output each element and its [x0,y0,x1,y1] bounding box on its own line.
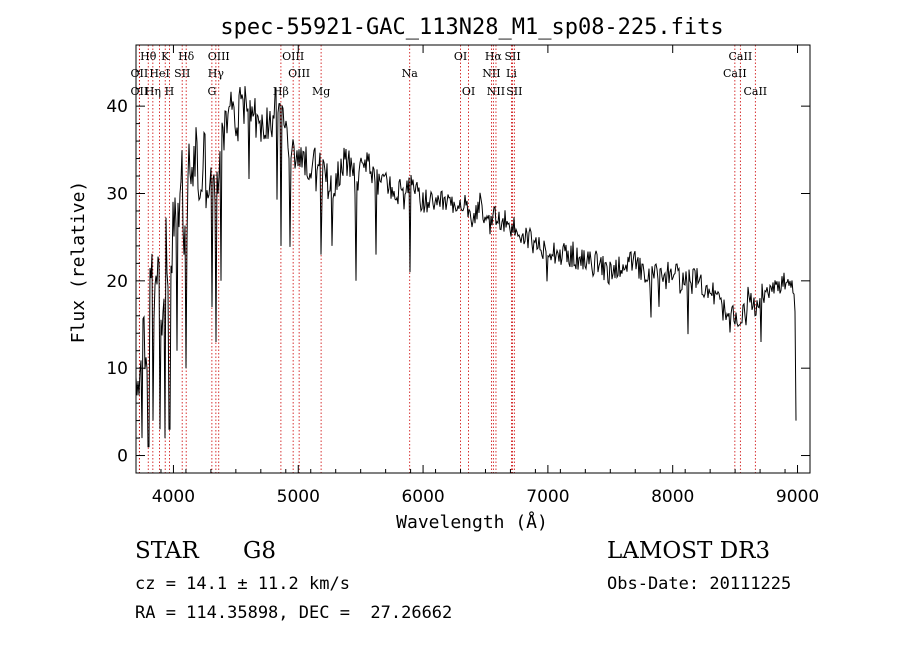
spectral-line-label: SII [174,67,190,80]
spectral-line-label: Hη [145,85,161,98]
spectral-line-label: Hθ [140,50,157,63]
x-axis-label: Wavelength (Å) [396,511,548,533]
spectral-line-label: SII [506,85,522,98]
spectrum-line [135,86,797,448]
object-subclass: G8 [243,538,277,564]
spectral-line-label: Hδ [178,50,195,63]
spectrum-series [135,86,797,448]
y-tick-label: 20 [106,272,128,292]
spectral-line-label: CaII [743,85,767,98]
spectral-line-label: CaII [723,67,747,80]
x-tick-label: 6000 [401,487,444,507]
coordinates: RA = 114.35898, DEC = 27.26662 [135,603,453,623]
spectral-line-label: Hα [485,50,503,63]
spectral-line-label: OII [131,85,149,98]
chart-title: spec-55921-GAC_113N28_M1_sp08-225.fits [220,15,723,40]
spectral-line-label: CaII [729,50,753,63]
survey-name: LAMOST DR3 [607,538,771,564]
spectral-line-label: Hβ [273,85,289,98]
y-tick-label: 10 [106,359,128,379]
x-tick-label: 8000 [651,487,694,507]
spectral-line-label: Mg [312,85,330,98]
spectral-line-label: Na [402,67,419,80]
x-tick-label: 5000 [277,487,320,507]
y-axis-label: Flux (relative) [68,181,89,344]
x-tick-label: 7000 [526,487,569,507]
spectral-line-label: Hγ [208,67,225,80]
spectral-line-label: H [165,85,175,98]
spectral-line-label: OI [454,50,467,63]
object-class: STAR [135,538,199,564]
spectral-line-label: K [161,50,170,63]
x-tick-label: 4000 [152,487,195,507]
spectral-line-label: SII [504,50,520,63]
spectral-line-label: OIII [288,67,310,80]
x-tick-label: 9000 [776,487,819,507]
spectral-line-label: NII [482,67,500,80]
plot-frame [135,44,811,474]
spectral-line-label: G [207,85,216,98]
y-tick-label: 30 [106,184,128,204]
redshift-info: cz = 14.1 ± 11.2 km/s [135,574,350,594]
spectral-line-label: NII [487,85,505,98]
spectral-line-label: HeI [149,67,169,80]
observation-date: Obs-Date: 20111225 [607,574,792,594]
spectral-line-label: OI [462,85,475,98]
spectral-line-label: OII [131,67,149,80]
spectral-line-label: OIII [282,50,304,63]
spectral-line-label: OIII [208,50,230,63]
axis-ticks: 4000 5000 6000 7000 8000 9000 0 10 20 30 40 [106,45,819,507]
spectral-line-label: Li [506,67,517,80]
y-tick-label: 40 [106,97,128,117]
y-tick-label: 0 [117,447,128,467]
